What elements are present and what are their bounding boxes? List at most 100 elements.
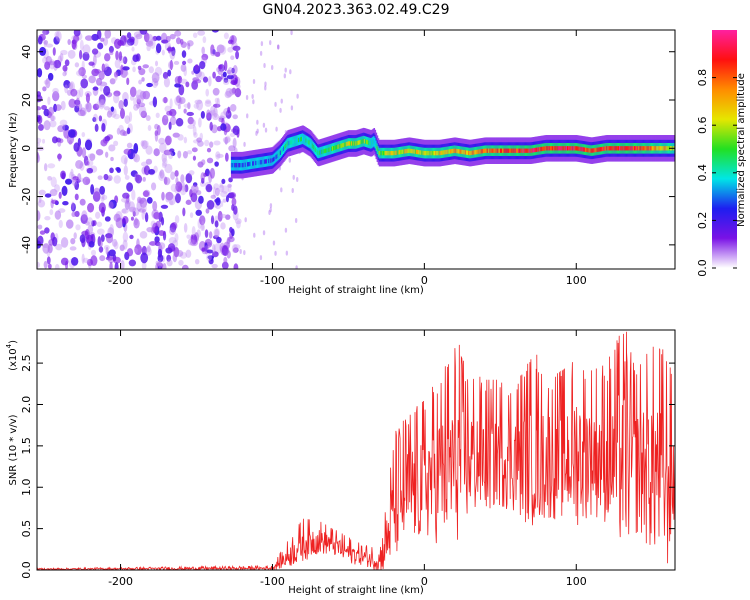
noise-blob <box>67 39 71 46</box>
noise-blob <box>136 196 142 204</box>
ridge-core <box>630 146 633 151</box>
noise-blob <box>126 32 132 39</box>
spectrogram-x-ticks: -200 -100 0 100 <box>108 30 587 287</box>
ridge-core <box>532 148 535 153</box>
noise-blob <box>215 203 221 210</box>
noise-blob <box>295 265 298 269</box>
ridge-core <box>319 150 321 155</box>
noise-blob <box>133 103 139 111</box>
noise-blob <box>45 43 54 48</box>
ridge-core <box>447 149 450 154</box>
noise-blob <box>165 195 170 203</box>
noise-blob <box>166 47 175 52</box>
noise-blob <box>224 90 232 99</box>
noise-blob <box>73 142 80 152</box>
figure-title: GN04.2023.363.02.49.C29 <box>263 2 450 18</box>
noise-blob <box>206 157 214 164</box>
noise-blob <box>144 212 149 223</box>
noise-blob <box>114 262 119 269</box>
ridge-core <box>306 139 309 144</box>
noise-blob <box>120 64 124 75</box>
noise-blob <box>126 248 134 257</box>
noise-blob <box>264 81 267 87</box>
noise-blob <box>220 200 224 208</box>
noise-blob <box>64 84 69 94</box>
noise-blob <box>108 201 114 209</box>
noise-blob <box>216 97 220 108</box>
ridge-core <box>360 139 363 144</box>
noise-blob <box>232 125 240 136</box>
ridge-core <box>291 139 294 145</box>
noise-blob <box>214 187 220 197</box>
y-tick-label: 20 <box>20 93 33 107</box>
noise-blob <box>126 142 133 149</box>
ridge-core <box>259 160 262 165</box>
noise-blob <box>192 119 196 127</box>
noise-blob <box>50 176 57 188</box>
ridge-core <box>596 147 599 152</box>
noise-blob <box>294 218 298 224</box>
noise-blob <box>113 256 121 264</box>
noise-blob <box>163 176 168 185</box>
ridge-core <box>544 146 547 151</box>
noise-blob <box>54 104 62 112</box>
ridge-core <box>434 150 436 156</box>
noise-region <box>37 30 301 269</box>
noise-blob <box>55 243 63 251</box>
ridge-core <box>233 163 235 168</box>
ridge-core <box>320 150 322 155</box>
noise-blob <box>158 172 166 181</box>
ridge-core <box>458 149 461 154</box>
noise-blob <box>126 127 131 135</box>
noise-blob <box>38 123 44 131</box>
noise-blob <box>41 138 46 144</box>
noise-blob <box>103 106 110 111</box>
ridge-core <box>324 148 327 154</box>
ridge-core <box>389 150 391 156</box>
noise-blob <box>62 71 67 77</box>
noise-blob <box>205 88 210 97</box>
noise-blob <box>212 113 219 121</box>
noise-blob <box>226 238 231 249</box>
noise-blob <box>116 127 121 135</box>
noise-blob <box>77 109 86 117</box>
ridge-core <box>615 146 618 151</box>
noise-blob <box>99 255 106 262</box>
noise-blob <box>174 76 181 85</box>
noise-blob <box>183 136 188 144</box>
noise-blob <box>198 117 202 128</box>
noise-blob <box>164 163 173 174</box>
ridge-core <box>644 146 647 151</box>
noise-blob <box>68 82 74 90</box>
noise-blob <box>61 123 66 133</box>
noise-blob <box>37 114 43 125</box>
noise-blob <box>198 195 204 204</box>
noise-blob <box>73 30 81 37</box>
noise-blob <box>220 222 226 230</box>
ridge-core <box>603 146 605 151</box>
ridge-core <box>459 149 462 154</box>
noise-blob <box>123 165 128 176</box>
ridge-core <box>506 148 508 153</box>
ridge-core <box>263 159 266 164</box>
noise-blob <box>88 75 96 84</box>
ridge-core <box>423 150 426 156</box>
noise-blob <box>272 240 276 246</box>
noise-blob <box>44 215 51 221</box>
noise-blob <box>131 189 136 201</box>
ridge-core <box>629 146 632 151</box>
ridge-core <box>659 146 662 151</box>
noise-blob <box>108 144 116 152</box>
ridge-core <box>251 161 253 166</box>
ridge-core <box>472 150 474 155</box>
noise-blob <box>290 30 293 36</box>
ridge-core <box>246 162 249 167</box>
noise-blob <box>185 249 192 258</box>
ridge-core <box>508 148 511 153</box>
ridge-core <box>648 146 651 151</box>
ridge-core <box>623 146 625 151</box>
ridge-core <box>460 149 463 154</box>
ridge-core <box>468 150 470 156</box>
noise-blob <box>146 44 151 52</box>
ridge-core <box>410 148 413 154</box>
